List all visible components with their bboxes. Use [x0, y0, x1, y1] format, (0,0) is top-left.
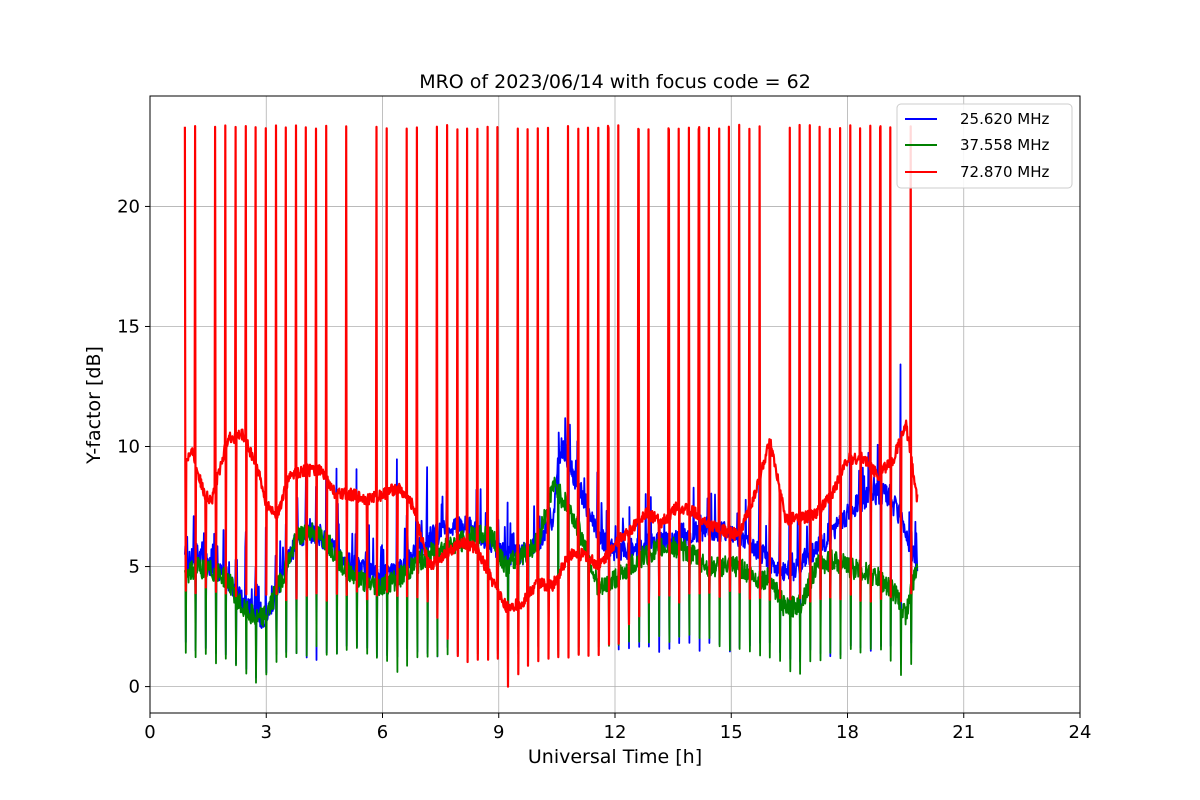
y-axis-label: Y-factor [dB] [83, 346, 105, 465]
x-tick-label: 21 [952, 722, 975, 743]
legend-box [896, 103, 1073, 189]
y-tick-label: 0 [129, 677, 140, 698]
y-axis-ticks: 0 5 10 15 20 [117, 196, 150, 698]
x-axis-label: Universal Time [h] [528, 746, 702, 768]
y-tick-label: 20 [117, 196, 140, 217]
series-line-72870 [183, 123, 919, 688]
x-tick-label: 15 [720, 722, 743, 743]
x-tick-label: 0 [144, 722, 155, 743]
x-tick-label: 6 [377, 722, 388, 743]
x-tick-label: 24 [1069, 722, 1092, 743]
y-tick-label: 15 [117, 316, 140, 337]
plot-area [183, 123, 919, 688]
y-tick-label: 5 [129, 557, 140, 578]
legend: 25.620 MHz 37.558 MHz 72.870 MHz [896, 103, 1073, 189]
x-tick-label: 3 [261, 722, 272, 743]
x-tick-label: 12 [604, 722, 627, 743]
x-tick-label: 18 [836, 722, 859, 743]
legend-label-25620: 25.620 MHz [960, 110, 1049, 128]
x-axis-ticks: 0 3 6 9 12 15 18 21 24 [144, 713, 1091, 743]
y-tick-label: 10 [117, 437, 140, 458]
legend-label-72870: 72.870 MHz [960, 163, 1049, 181]
x-tick-label: 9 [493, 722, 504, 743]
legend-label-37558: 37.558 MHz [960, 136, 1049, 154]
chart-title: MRO of 2023/06/14 with focus code = 62 [419, 71, 811, 93]
series-line-37558 [184, 476, 919, 684]
